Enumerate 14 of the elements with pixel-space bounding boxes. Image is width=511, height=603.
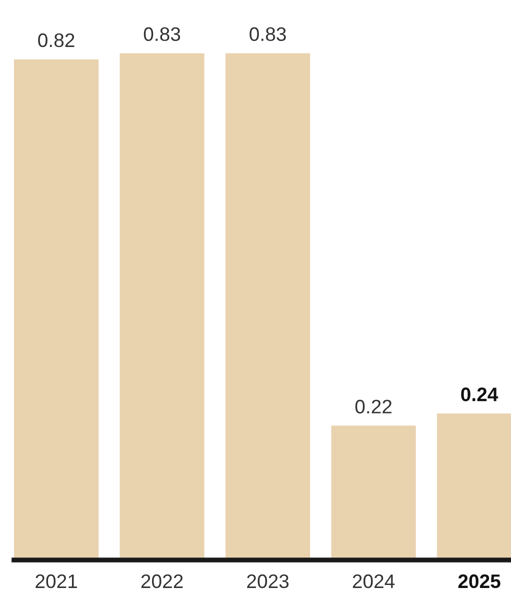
x-tick-label: 2023 [247,574,289,588]
data-label: 0.24 [461,388,498,402]
bar [331,426,416,560]
bar [120,53,204,560]
data-label: 0.22 [355,400,392,414]
x-tick-label: 2022 [141,574,183,588]
bar [225,53,310,560]
x-tick-label: 2025 [458,574,500,588]
data-label: 0.83 [250,27,286,42]
bar [14,59,99,560]
data-label: 0.83 [144,27,180,42]
x-tick-label: 2021 [36,574,77,588]
x-tick-label: 2024 [352,574,395,588]
data-label: 0.82 [38,33,74,48]
